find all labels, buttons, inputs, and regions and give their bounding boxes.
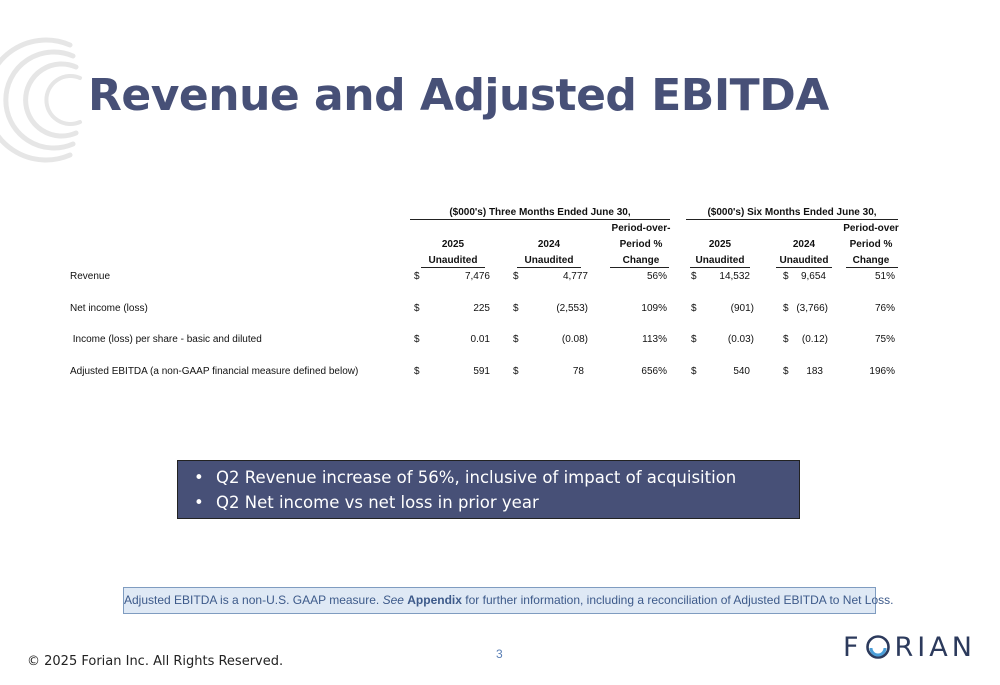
currency-symbol: $ <box>691 334 697 345</box>
col-header-year: 2024 <box>537 239 561 250</box>
forian-logo: F RIAN <box>843 630 976 664</box>
note-text: Adjusted EBITDA is a non-U.S. GAAP measu… <box>124 593 383 607</box>
note-text: for further information, including a rec… <box>461 593 894 607</box>
highlight-text: Q2 Net income vs net loss in prior year <box>216 493 539 512</box>
group-header-three-months: ($000's) Three Months Ended June 30, <box>449 207 631 218</box>
currency-symbol: $ <box>783 271 789 282</box>
col-header-change: Period-over- <box>611 223 671 234</box>
col-header-change: Period-over <box>843 223 899 234</box>
row-label: Revenue <box>70 271 111 282</box>
group-header-underline <box>410 219 670 220</box>
group-header-underline <box>686 219 898 220</box>
currency-symbol: $ <box>513 271 519 282</box>
non-gaap-note: Adjusted EBITDA is a non-U.S. GAAP measu… <box>123 587 894 614</box>
col-header-change: Change <box>622 255 660 266</box>
col-header-change: Change <box>852 255 890 266</box>
cell-value: 109% <box>641 303 667 314</box>
cell-value: 113% <box>642 334 667 345</box>
col-header-underline <box>421 267 485 268</box>
list-item: • Q2 Net income vs net loss in prior yea… <box>178 490 799 515</box>
decorative-arcs <box>0 37 82 163</box>
currency-symbol: $ <box>414 271 420 282</box>
row-label: Adjusted EBITDA (a non-GAAP financial me… <box>70 366 359 377</box>
highlights-list: • Q2 Revenue increase of 56%, inclusive … <box>178 461 799 515</box>
cell-value: 56% <box>646 271 667 282</box>
cell-value: 196% <box>869 366 895 377</box>
cell-value: (0.12) <box>801 334 828 345</box>
cell-value: (0.08) <box>561 334 588 345</box>
currency-symbol: $ <box>783 303 789 314</box>
cell-value: 76% <box>874 303 895 314</box>
financial-table: ($000's) Three Months Ended June 30, ($0… <box>70 207 899 377</box>
col-header-sub: Unaudited <box>695 255 745 266</box>
cell-value: 7,476 <box>464 271 490 282</box>
currency-symbol: $ <box>691 303 697 314</box>
note-appendix-link: Appendix <box>407 593 462 607</box>
currency-symbol: $ <box>691 271 697 282</box>
cell-value: 540 <box>733 366 750 377</box>
page-title: Revenue and Adjusted EBITDA <box>88 70 829 121</box>
highlight-text: Q2 Revenue increase of 56%, inclusive of… <box>216 468 737 487</box>
highlights-callout: • Q2 Revenue increase of 56%, inclusive … <box>177 460 800 519</box>
currency-symbol: $ <box>783 366 789 377</box>
group-header-six-months: ($000's) Six Months Ended June 30, <box>707 207 877 218</box>
col-header-underline <box>517 267 581 268</box>
col-header-year: 2025 <box>441 239 465 250</box>
cell-value: 4,777 <box>562 271 588 282</box>
bullet-icon: • <box>194 493 204 512</box>
list-item: • Q2 Revenue increase of 56%, inclusive … <box>178 465 799 490</box>
copyright-text: © 2025 Forian Inc. All Rights Reserved. <box>27 654 284 669</box>
col-header-sub: Unaudited <box>428 255 478 266</box>
cell-value: 9,654 <box>800 271 826 282</box>
cell-value: (2,553) <box>556 303 588 314</box>
cell-value: 75% <box>874 334 895 345</box>
cell-value: 0.01 <box>470 334 490 345</box>
cell-value: 51% <box>874 271 895 282</box>
row-label: Net income (loss) <box>70 303 148 314</box>
col-header-underline <box>610 267 669 268</box>
currency-symbol: $ <box>414 303 420 314</box>
currency-symbol: $ <box>414 366 420 377</box>
currency-symbol: $ <box>513 334 519 345</box>
cell-value: 183 <box>806 366 823 377</box>
col-header-sub: Unaudited <box>779 255 829 266</box>
currency-symbol: $ <box>513 303 519 314</box>
col-header-change: Period % <box>619 239 663 250</box>
currency-symbol: $ <box>513 366 519 377</box>
cell-value: 78 <box>572 366 584 377</box>
bullet-icon: • <box>194 468 204 487</box>
cell-value: 14,532 <box>719 271 750 282</box>
col-header-sub: Unaudited <box>524 255 574 266</box>
cell-value: 656% <box>641 366 667 377</box>
row-label: Income (loss) per share - basic and dilu… <box>70 334 262 345</box>
logo-text-right: RIAN <box>894 631 976 663</box>
col-header-year: 2024 <box>792 239 816 250</box>
logo-text-left: F <box>843 631 863 663</box>
cell-value: (0.03) <box>727 334 754 345</box>
currency-symbol: $ <box>783 334 789 345</box>
col-header-year: 2025 <box>708 239 732 250</box>
col-header-underline <box>776 267 832 268</box>
note-see: See <box>382 593 404 607</box>
cell-value: 591 <box>473 366 490 377</box>
cell-value: (901) <box>730 303 754 314</box>
col-header-underline <box>846 267 898 268</box>
currency-symbol: $ <box>414 334 420 345</box>
cell-value: (3,766) <box>796 303 828 314</box>
col-header-underline <box>690 267 750 268</box>
page-number: 3 <box>496 647 503 661</box>
col-header-change: Period % <box>849 239 893 250</box>
currency-symbol: $ <box>691 366 697 377</box>
logo-o-icon <box>865 635 890 659</box>
cell-value: 225 <box>473 303 490 314</box>
